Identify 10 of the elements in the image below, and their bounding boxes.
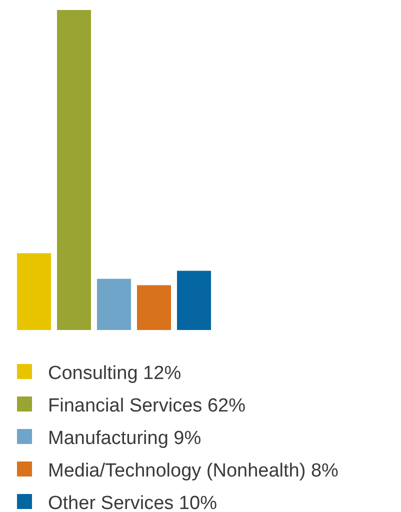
bar [97,278,131,330]
bar [57,10,91,330]
legend-label: Financial Services 62% [48,396,246,416]
legend-label: Other Services 10% [48,493,218,512]
bar [177,270,211,330]
legend-label: Manufacturing 9% [48,428,202,449]
bar [137,285,171,330]
legend-label: Media/Technology (Nonhealth) 8% [48,460,339,482]
bar [17,253,51,330]
legend-label: Consulting 12% [48,363,182,384]
